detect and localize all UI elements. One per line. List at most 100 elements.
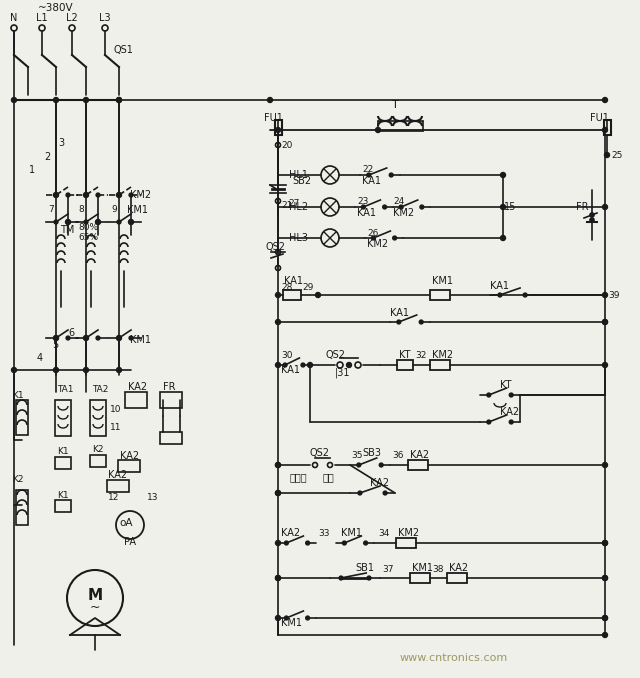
Text: KM2: KM2 (393, 208, 414, 218)
Circle shape (116, 98, 122, 102)
Text: SB3: SB3 (362, 448, 381, 458)
Circle shape (285, 541, 288, 545)
Circle shape (84, 336, 88, 340)
Text: 33: 33 (318, 530, 330, 538)
Bar (275, 120, 282, 135)
Text: KT: KT (399, 350, 410, 360)
Text: KM2: KM2 (367, 239, 388, 249)
Circle shape (284, 363, 287, 367)
Circle shape (307, 363, 312, 367)
Circle shape (54, 193, 58, 197)
Bar (283, 290, 301, 300)
Text: 1: 1 (29, 165, 35, 175)
Text: HL2: HL2 (289, 202, 308, 212)
Circle shape (66, 193, 70, 197)
Text: KM2: KM2 (432, 350, 453, 360)
Bar (430, 290, 450, 300)
Circle shape (129, 336, 133, 340)
Circle shape (605, 153, 609, 157)
Text: 11: 11 (110, 424, 122, 433)
Text: TM: TM (60, 225, 74, 235)
Circle shape (275, 490, 280, 496)
Circle shape (362, 205, 365, 209)
Text: 22: 22 (362, 165, 373, 174)
Text: KA2: KA2 (128, 382, 147, 392)
Circle shape (275, 319, 280, 325)
Text: TA1: TA1 (57, 386, 74, 395)
Circle shape (498, 293, 502, 297)
Text: SB1: SB1 (355, 563, 374, 573)
Circle shape (524, 293, 527, 297)
Circle shape (95, 220, 100, 224)
Circle shape (306, 616, 310, 620)
Text: K1: K1 (12, 391, 24, 399)
Text: 5: 5 (52, 340, 58, 350)
Text: 10: 10 (110, 405, 122, 414)
Text: 32: 32 (415, 351, 426, 361)
Bar (430, 360, 450, 370)
Text: ~: ~ (90, 601, 100, 614)
Text: 30: 30 (281, 351, 292, 359)
Circle shape (509, 420, 513, 424)
Bar (410, 573, 430, 583)
Bar (125, 392, 147, 408)
Text: 29: 29 (302, 283, 314, 292)
Text: www.cntronics.com: www.cntronics.com (400, 653, 508, 663)
Text: KA1: KA1 (281, 365, 300, 375)
Circle shape (275, 540, 280, 546)
Text: PA: PA (124, 537, 136, 547)
Circle shape (117, 193, 121, 197)
Circle shape (66, 336, 70, 340)
Text: K1: K1 (57, 447, 68, 456)
Bar (396, 538, 416, 548)
Text: KM1: KM1 (432, 276, 453, 286)
Circle shape (129, 220, 134, 224)
Circle shape (275, 462, 280, 468)
Circle shape (96, 220, 100, 224)
Text: K2: K2 (92, 445, 104, 454)
Circle shape (602, 633, 607, 637)
Circle shape (116, 193, 122, 197)
Text: 65%: 65% (78, 233, 98, 241)
Text: 6: 6 (68, 328, 74, 338)
Circle shape (54, 367, 58, 372)
Circle shape (83, 336, 88, 340)
Text: KA1: KA1 (390, 308, 409, 318)
Circle shape (397, 320, 401, 324)
Text: 25: 25 (611, 151, 622, 159)
Text: ~380V: ~380V (38, 3, 74, 13)
Text: M: M (88, 589, 102, 603)
Text: SB2: SB2 (292, 176, 311, 186)
Text: KT: KT (500, 380, 511, 390)
Text: 12: 12 (108, 494, 120, 502)
Circle shape (83, 98, 88, 102)
Text: N: N (10, 13, 18, 23)
Text: 20: 20 (281, 140, 292, 150)
Text: KA2: KA2 (410, 450, 429, 460)
Text: KA2: KA2 (281, 528, 300, 538)
Text: QS2: QS2 (325, 350, 345, 360)
Text: K1: K1 (57, 490, 68, 500)
Circle shape (602, 616, 607, 620)
Text: FR: FR (163, 382, 175, 392)
Text: HL1: HL1 (289, 170, 308, 180)
Text: 27: 27 (288, 199, 300, 207)
Bar (408, 460, 428, 470)
Circle shape (12, 98, 17, 102)
Text: 8: 8 (78, 205, 84, 214)
Bar (90, 455, 106, 467)
Circle shape (602, 363, 607, 367)
Circle shape (367, 173, 371, 177)
Text: 26: 26 (367, 228, 378, 237)
Circle shape (419, 320, 423, 324)
Text: 15: 15 (504, 202, 516, 212)
Text: KA1: KA1 (284, 276, 303, 286)
Text: 手动停: 手动停 (290, 472, 308, 482)
Circle shape (383, 491, 387, 495)
Text: QS2: QS2 (265, 242, 285, 252)
Text: 34: 34 (378, 530, 389, 538)
Text: QS2: QS2 (310, 448, 330, 458)
Text: KM2: KM2 (398, 528, 419, 538)
Bar (90, 400, 106, 436)
Text: 3: 3 (58, 138, 64, 148)
